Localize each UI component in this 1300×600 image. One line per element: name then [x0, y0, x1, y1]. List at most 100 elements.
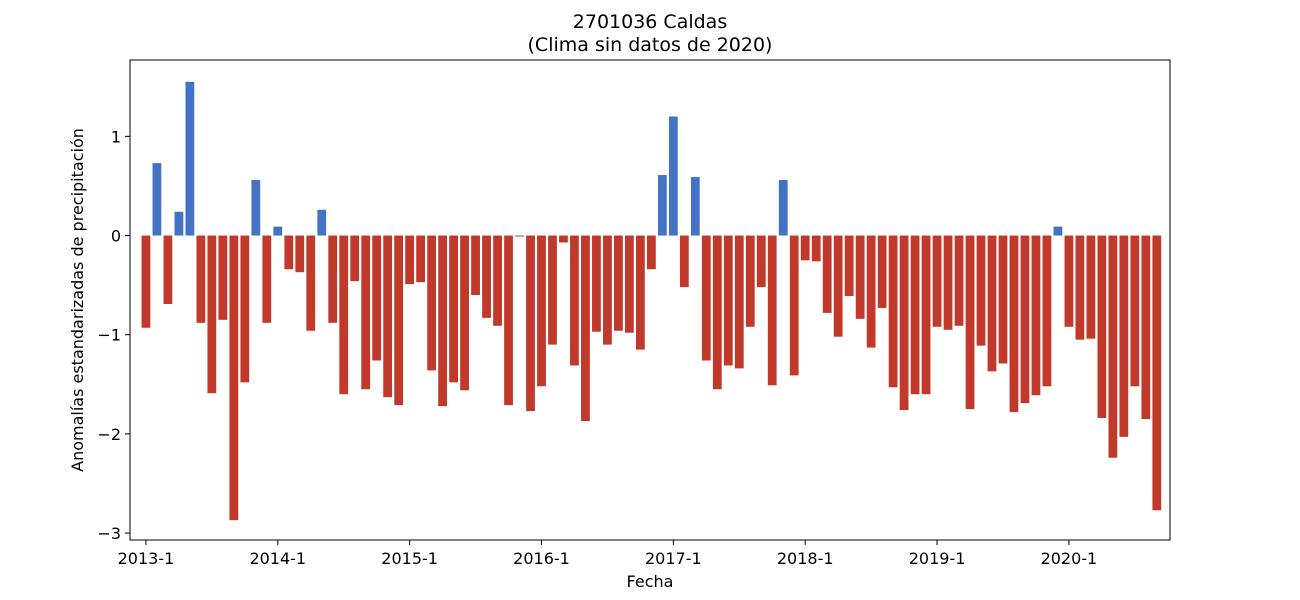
- bar: [1086, 235, 1096, 339]
- bar: [921, 235, 931, 395]
- bar: [141, 235, 151, 328]
- bar: [888, 235, 898, 388]
- bar: [1020, 235, 1030, 404]
- bar: [306, 235, 316, 331]
- bar: [899, 235, 909, 411]
- chart-title: 2701036 Caldas: [573, 11, 727, 33]
- bar: [559, 235, 568, 243]
- bar: [570, 235, 579, 366]
- bar: [800, 235, 810, 261]
- bar: [515, 235, 524, 237]
- bar: [734, 235, 744, 369]
- bar: [1152, 235, 1162, 511]
- bar: [745, 235, 755, 327]
- bar: [701, 235, 711, 361]
- bar: [646, 235, 656, 270]
- x-tick-label: 2020-1: [1041, 549, 1098, 568]
- bar: [1031, 235, 1041, 396]
- bar: [460, 235, 469, 391]
- bar: [1119, 235, 1129, 437]
- y-tick-label: 0: [111, 227, 121, 246]
- bar: [350, 235, 360, 282]
- y-axis-label: Anomalías estandarizadas de precipitació…: [68, 128, 87, 472]
- bar: [273, 226, 283, 236]
- bar: [976, 235, 986, 346]
- bar: [932, 235, 942, 327]
- bar: [548, 235, 557, 345]
- bar: [998, 235, 1008, 364]
- bar: [811, 235, 821, 262]
- bar: [339, 235, 349, 395]
- bar: [822, 235, 832, 313]
- x-axis: 2013-1 2014-1 2015-1 2016-1 2017-1 2018-1 2019…: [118, 540, 1098, 568]
- bar: [537, 235, 546, 387]
- bar: [163, 235, 173, 304]
- x-tick-label: 2017-1: [645, 549, 702, 568]
- bar: [756, 235, 766, 288]
- bar: [1108, 235, 1118, 458]
- x-tick-label: 2016-1: [513, 549, 570, 568]
- bar: [668, 116, 678, 236]
- bar: [240, 235, 250, 383]
- bar: [910, 235, 920, 395]
- bar: [1130, 235, 1140, 387]
- bar: [284, 235, 294, 270]
- bar: [504, 235, 513, 406]
- bar: [493, 235, 502, 326]
- y-axis: 1 0 −1 −2 −3: [97, 127, 130, 543]
- chart-subtitle: (Clima sin datos de 2020): [528, 34, 773, 56]
- bar: [657, 175, 667, 236]
- bar: [767, 235, 777, 386]
- bar: [635, 235, 645, 350]
- bar: [1009, 235, 1019, 413]
- x-tick-label: 2013-1: [118, 549, 175, 568]
- bar: [207, 235, 217, 394]
- bar: [405, 235, 415, 285]
- bar: [592, 235, 601, 332]
- bar: [229, 235, 239, 521]
- bar: [943, 235, 953, 330]
- bar: [174, 211, 184, 236]
- y-tick-label: −2: [97, 425, 121, 444]
- bar: [1053, 226, 1063, 236]
- bar: [361, 235, 371, 390]
- y-tick-label: 1: [111, 127, 121, 146]
- bar: [954, 235, 964, 326]
- bar: [679, 235, 689, 288]
- x-tick-label: 2018-1: [777, 549, 834, 568]
- bar: [844, 235, 854, 297]
- y-tick-label: −3: [97, 524, 121, 543]
- bar: [712, 235, 722, 390]
- bar: [625, 235, 634, 333]
- x-tick-label: 2014-1: [249, 549, 306, 568]
- bar: [1097, 235, 1107, 419]
- bar: [262, 235, 272, 323]
- bar: [471, 235, 480, 296]
- bar: [581, 235, 590, 421]
- x-tick-label: 2015-1: [381, 549, 438, 568]
- bar: [438, 235, 447, 407]
- bar: [1075, 235, 1085, 340]
- bar: [482, 235, 491, 318]
- bar: [723, 235, 733, 366]
- bar: [1141, 235, 1151, 420]
- bar: [196, 235, 206, 323]
- bar: [372, 235, 382, 361]
- bar: [427, 235, 437, 371]
- bar: [1064, 235, 1074, 327]
- bar: [328, 235, 338, 323]
- bar: [789, 235, 799, 376]
- bar: [866, 235, 876, 348]
- bar: [833, 235, 843, 337]
- bar: [1042, 235, 1052, 387]
- bars-group: [141, 81, 1162, 521]
- bar: [614, 235, 623, 331]
- bar: [383, 235, 393, 398]
- bar: [855, 235, 865, 319]
- bar: [778, 180, 788, 236]
- bar: [603, 235, 612, 345]
- bar: [152, 163, 162, 236]
- bar: [251, 180, 261, 236]
- bar: [317, 209, 327, 236]
- plot-frame: [129, 59, 1171, 541]
